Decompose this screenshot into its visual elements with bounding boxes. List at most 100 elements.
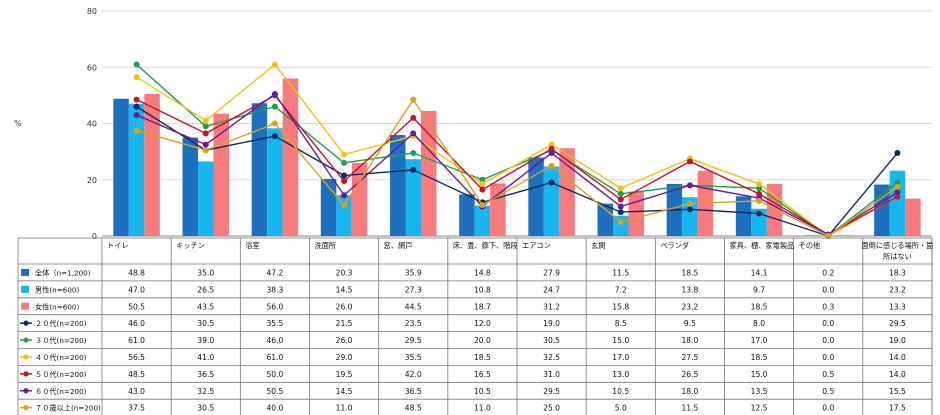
- table-cell: 12.5: [751, 404, 768, 413]
- bar: [735, 196, 752, 236]
- bar: [198, 161, 214, 236]
- legend-label: 全体（n=1,200): [35, 268, 91, 277]
- table-cell: 25.0: [543, 404, 560, 413]
- table-cell: 18.5: [474, 353, 491, 362]
- data-point: [341, 178, 348, 185]
- category-label: 浴室: [245, 241, 259, 250]
- table-cell: 50.5: [128, 302, 145, 311]
- data-point: [756, 180, 763, 187]
- bar: [282, 78, 299, 236]
- bar: [336, 195, 352, 236]
- category-label: ベランダ: [660, 241, 689, 250]
- bar: [459, 194, 475, 236]
- data-point: [548, 179, 555, 186]
- data-point: [271, 90, 278, 97]
- y-tick-label: 20: [87, 176, 97, 185]
- table-cell: 18.5: [681, 268, 698, 277]
- bar: [251, 103, 268, 236]
- data-point: [894, 189, 901, 196]
- table-cell: 15.0: [612, 336, 629, 345]
- table-cell: 18.5: [751, 302, 768, 311]
- bar: [751, 208, 767, 236]
- table-cell: 41.0: [197, 353, 214, 362]
- table-cell: 35.0: [197, 268, 214, 277]
- table-cell: 42.0: [405, 370, 422, 379]
- data-point: [133, 61, 140, 68]
- table-cell: 37.5: [128, 404, 145, 413]
- category-label: トイレ: [107, 241, 129, 250]
- category-label: キッチン: [176, 241, 205, 250]
- legend-label: ４０代(n=200): [35, 353, 87, 362]
- data-point: [756, 190, 763, 197]
- data-point: [756, 210, 763, 217]
- table-cell: 29.5: [543, 387, 560, 396]
- table-cell: 31.2: [543, 302, 560, 311]
- data-point: [133, 74, 140, 81]
- table-cell: 18.7: [474, 302, 491, 311]
- table-cell: 17.5: [889, 404, 906, 413]
- legend-label: 女性(n=600): [35, 302, 79, 311]
- data-point: [133, 127, 140, 134]
- data-point: [548, 162, 555, 169]
- bar: [490, 183, 506, 236]
- bar: [213, 113, 229, 236]
- data-point: [894, 179, 901, 186]
- bar: [390, 135, 406, 236]
- table-cell: 14.1: [751, 268, 768, 277]
- data-point: [133, 96, 140, 103]
- y-tick-label: 80: [87, 7, 97, 16]
- legend-marker: [23, 371, 29, 377]
- data-point: [410, 114, 417, 121]
- table-cell: 23.2: [889, 285, 906, 294]
- table-cell: 32.5: [543, 353, 560, 362]
- table-cell: 14.5: [336, 387, 353, 396]
- table-cell: 29.0: [336, 353, 353, 362]
- category-label: 所はない: [883, 252, 912, 261]
- legend-label: ３０代(n=200): [35, 336, 87, 345]
- category-label: 窓、網戸: [384, 241, 413, 250]
- data-point: [479, 180, 486, 187]
- data-point: [202, 141, 209, 148]
- legend-label: 男性(n=600): [35, 285, 79, 294]
- bar: [113, 98, 129, 236]
- table-cell: 27.3: [405, 285, 422, 294]
- bar: [905, 198, 921, 236]
- data-point: [410, 96, 417, 103]
- y-axis-label: %: [14, 119, 22, 128]
- data-point: [756, 185, 763, 192]
- table-cell: 0.0: [822, 336, 834, 345]
- data-point: [548, 141, 555, 148]
- bar: [889, 170, 906, 236]
- table-cell: 26.5: [197, 285, 214, 294]
- data-point: [479, 202, 486, 209]
- data-point: [686, 206, 693, 213]
- table-cell: 31.0: [543, 370, 560, 379]
- data-point: [410, 166, 417, 173]
- data-point: [341, 192, 348, 199]
- data-point: [271, 133, 278, 140]
- data-point: [271, 61, 278, 68]
- table-cell: 30.5: [543, 336, 560, 345]
- data-point: [341, 202, 348, 209]
- table-cell: 0.2: [822, 268, 834, 277]
- table-cell: 13.0: [612, 370, 629, 379]
- table-cell: 0.0: [822, 319, 834, 328]
- table-cell: 56.0: [266, 302, 283, 311]
- table-cell: 30.5: [197, 319, 214, 328]
- table-cell: 44.5: [405, 302, 422, 311]
- bar: [182, 137, 198, 236]
- bar: [613, 215, 629, 236]
- category-label: 面倒に感じる場所・箇: [861, 241, 933, 250]
- legend-label: ２０代(n=200): [35, 319, 87, 328]
- data-point: [341, 172, 348, 179]
- table-cell: 0.0: [822, 404, 834, 413]
- table-cell: 0.5: [822, 387, 834, 396]
- data-point: [341, 151, 348, 158]
- table-cell: 18.3: [889, 268, 906, 277]
- data-point: [202, 123, 209, 130]
- legend-marker: [23, 320, 29, 326]
- table-cell: 15.5: [889, 387, 906, 396]
- category-label: エアコン: [522, 241, 551, 250]
- table-cell: 36.5: [405, 387, 422, 396]
